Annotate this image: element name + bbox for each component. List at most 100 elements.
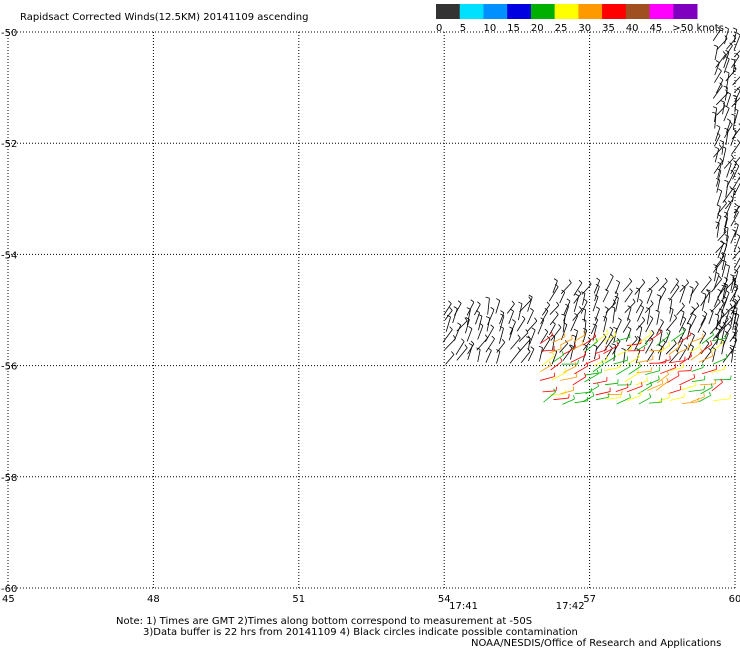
wind-barb [721, 253, 726, 271]
wind-barb-tick [730, 375, 732, 380]
wind-barb [725, 129, 729, 145]
wind-barb [615, 297, 619, 312]
wind-barb [563, 365, 577, 373]
wind-barb [670, 281, 679, 294]
wind-barb [622, 281, 633, 292]
wind-barb [716, 170, 722, 187]
wind-barb-tick [725, 315, 729, 320]
wind-barb [636, 319, 646, 331]
wind-barb-tick [722, 146, 727, 149]
wind-barb-tick [729, 121, 733, 125]
wind-barb-tick [528, 296, 532, 301]
wind-barb [570, 354, 586, 363]
wind-barb [731, 281, 737, 294]
wind-barb [734, 156, 740, 164]
wind-barb-tick [581, 340, 584, 345]
wind-barb-tick [723, 215, 728, 219]
wind-barb [445, 316, 451, 332]
wind-barb [603, 337, 614, 352]
wind-barb [487, 298, 490, 315]
wind-barb-tick [646, 376, 648, 381]
wind-barb-tick [681, 284, 686, 288]
wind-barb-tick [686, 279, 689, 283]
wind-barb-tick [691, 306, 695, 310]
colorbar-segment [649, 4, 674, 19]
colorbar-label: 40 [626, 23, 639, 34]
wind-barb-tick [609, 345, 613, 349]
wind-barb-tick [725, 290, 730, 294]
wind-barb-tick [724, 26, 729, 30]
wind-barb-tick [689, 286, 694, 289]
colorbar-label: >50 knots [672, 23, 724, 34]
wind-barb-tick [583, 298, 588, 302]
wind-barb [726, 93, 732, 107]
wind-barb [541, 349, 554, 352]
wind-barb-tick [594, 316, 599, 321]
wind-barb [549, 305, 560, 315]
wind-barb [541, 338, 551, 353]
wind-barb [656, 335, 669, 347]
wind-barb [679, 355, 692, 365]
wind-barb [615, 387, 629, 392]
wind-barb-tick [720, 339, 724, 344]
wind-barb [625, 328, 632, 342]
wind-barb [622, 320, 631, 333]
y-tick-label: -60 [1, 584, 17, 595]
wind-barb-tick [703, 392, 705, 397]
wind-barb [734, 224, 739, 238]
wind-barb [573, 336, 577, 351]
wind-barb-tick [721, 252, 726, 255]
wind-barb [669, 352, 679, 363]
wind-barb [636, 307, 645, 322]
wind-barb-tick [714, 379, 717, 384]
wind-barb-tick [574, 362, 577, 367]
wind-barb-tick [613, 352, 616, 358]
wind-barb-tick [592, 391, 595, 396]
wind-barb-tick [729, 344, 734, 348]
wind-barb-tick [490, 324, 494, 328]
wind-barb [606, 397, 621, 400]
colorbar-segment [483, 4, 508, 19]
wind-barbs [442, 26, 740, 405]
wind-barb [540, 331, 549, 344]
wind-barb-tick [719, 144, 723, 149]
wind-barb [443, 303, 452, 316]
wind-barb-tick [621, 347, 626, 351]
wind-barb [690, 337, 704, 343]
wind-barb-tick [592, 323, 597, 326]
wind-barb [681, 384, 697, 391]
wind-barb-tick [604, 288, 609, 292]
wind-barb-tick [717, 213, 722, 217]
wind-barb-tick [632, 298, 636, 303]
wind-barb-tick [708, 347, 712, 352]
wind-barb-tick [518, 301, 523, 305]
wind-barb-tick [734, 203, 739, 207]
wind-barb-tick [569, 344, 574, 347]
wind-barb-tick [729, 316, 733, 320]
wind-barb-tick [718, 275, 722, 280]
wind-barb [724, 213, 729, 227]
wind-barb [668, 360, 685, 364]
wind-barb [731, 55, 740, 68]
wind-barb-tick [555, 386, 557, 391]
wind-barb [730, 339, 738, 354]
wind-barb-tick [596, 277, 600, 281]
wind-barb [731, 346, 735, 363]
wind-barb [543, 391, 556, 403]
wind-barb-tick [525, 329, 529, 333]
wind-barb [708, 311, 714, 325]
wind-barb [669, 309, 674, 322]
wind-barb-tick [485, 296, 490, 299]
wind-barb [636, 343, 648, 351]
wind-barb-tick [658, 344, 663, 347]
wind-barb [626, 385, 643, 393]
wind-barb [688, 288, 694, 304]
wind-barb-tick [732, 128, 737, 132]
wind-barb-tick [641, 279, 646, 283]
wind-barb [725, 279, 736, 290]
wind-barb-tick [581, 308, 586, 311]
wind-barb-tick [558, 324, 562, 328]
wind-barb-tick [724, 35, 728, 39]
wind-barb-tick [718, 188, 722, 192]
wind-barb [553, 397, 569, 401]
